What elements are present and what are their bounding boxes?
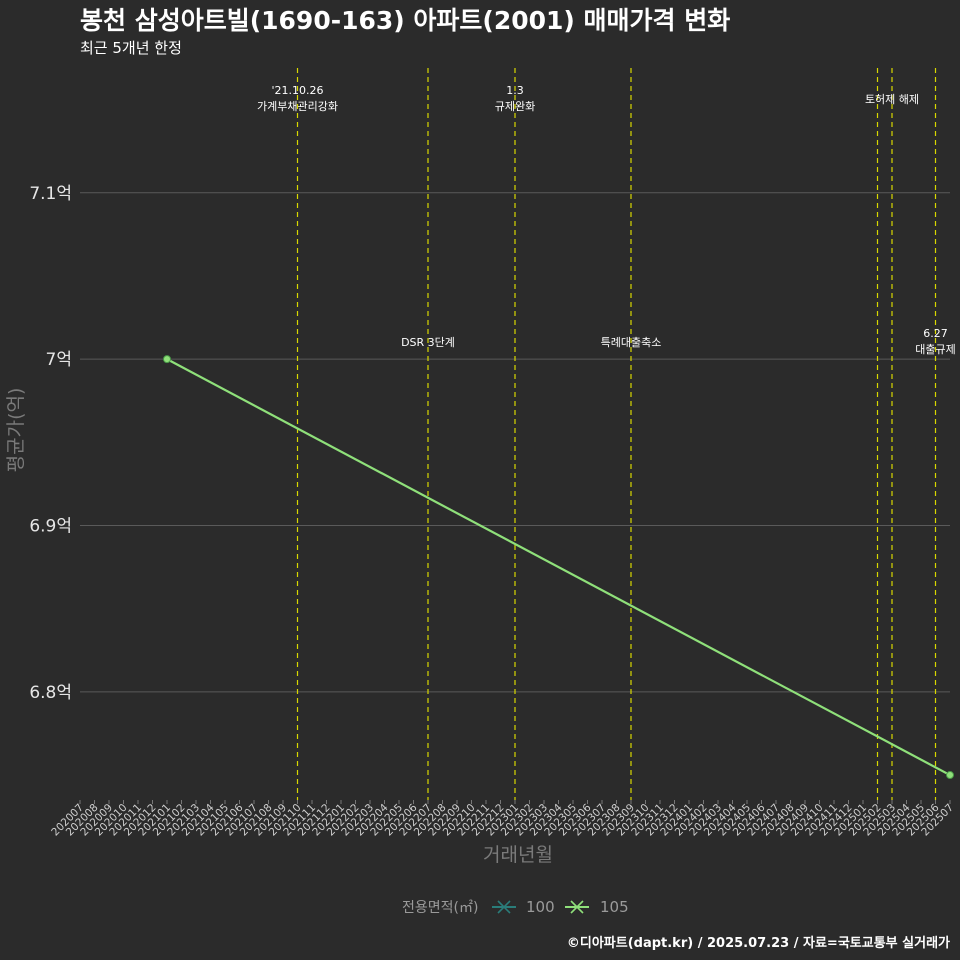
y-axis-title: 평균가(억) [5,388,27,473]
chart-title: 봉천 삼성아트빌(1690-163) 아파트(2001) 매매가격 변화 [80,6,730,35]
legend-label-105: 105 [600,898,629,916]
event-label: 6.27 [923,327,948,340]
source-caption: ©디아파트(dapt.kr) / 2025.07.23 / 자료=국토교통부 실… [567,935,950,951]
event-label: 토허제 해제 [865,92,919,106]
y-tick-label: 7.1억 [29,184,72,204]
y-tick-label: 6.9억 [29,517,72,537]
y-tick-label: 7억 [46,350,72,370]
series-line-105 [166,358,951,777]
x-axis-title: 거래년월 [483,844,553,866]
legend-item-100[interactable]: 100 [492,898,555,916]
y-axis-ticks: 6.8억 6.9억 7억 7.1억 [29,184,72,703]
legend-item-105[interactable]: 105 [565,898,629,916]
y-tick-label: 6.8억 [29,683,72,703]
x-axis-ticks: 2020072020082020092020102020112020122021… [49,800,956,838]
event-label: '21.10.26 [271,84,323,97]
data-point-105-202507 [946,771,954,780]
chart-subtitle: 최근 5개년 한정 [80,39,182,57]
legend-title: 전용면적(㎡) [402,900,478,916]
series-lines [163,355,954,780]
event-label: 규제완화 [495,100,535,113]
event-label: 특례대출축소 [601,336,662,349]
event-label: 대출규제 [915,343,955,356]
event-label: 가계부채관리강화 [257,100,338,113]
legend: 전용면적(㎡) 100 105 [402,898,629,916]
legend-label-100: 100 [526,898,555,916]
event-label: DSR 3단계 [401,336,455,349]
event-label: 1.3 [506,84,524,97]
data-point-105-202101 [163,355,171,364]
